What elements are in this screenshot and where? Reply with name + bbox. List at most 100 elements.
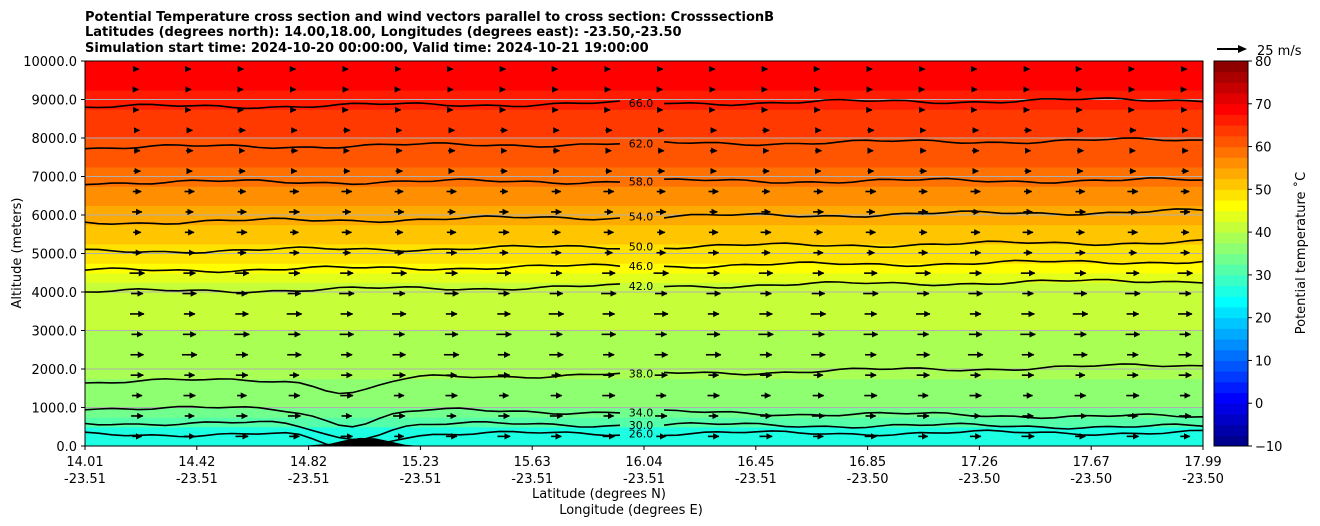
- y-tick-label: 10000.0: [23, 55, 77, 70]
- contour-line: [85, 405, 621, 428]
- contour-label: 34.0: [629, 407, 654, 420]
- contour-line: [85, 100, 621, 110]
- quiver-key: 25 m/s: [1217, 44, 1302, 59]
- x-tick-label-lon: -23.50: [958, 472, 1000, 487]
- contour-line: [85, 142, 621, 150]
- x-tick-label-lat: 16.45: [737, 455, 774, 470]
- contour-label: 50.0: [629, 241, 654, 254]
- colorbar-swatch: [1214, 82, 1248, 94]
- y-tick-label: 7000.0: [32, 171, 78, 186]
- colorbar-swatch: [1214, 285, 1248, 297]
- colorbar-swatch: [1214, 328, 1248, 340]
- temperature-band: [85, 118, 1203, 129]
- colorbar-swatch: [1214, 200, 1248, 212]
- quiver-key-label: 25 m/s: [1257, 44, 1302, 59]
- temperature-band: [85, 89, 1203, 101]
- x-tick-label-lon: -23.51: [176, 472, 218, 487]
- temperature-band: [85, 166, 1203, 178]
- contour-line: [663, 429, 1203, 437]
- y-tick-label: 0.0: [56, 440, 77, 455]
- colorbar-swatch: [1214, 221, 1248, 233]
- temperature-band: [85, 436, 1203, 446]
- contour-line: [85, 283, 621, 294]
- colorbar-swatch: [1214, 371, 1248, 383]
- temperature-band: [85, 282, 1203, 293]
- x-tick-label-lat: 15.63: [514, 455, 551, 470]
- colorbar-tick-label: 10: [1255, 354, 1272, 369]
- contour-line: [85, 215, 621, 226]
- contour-label: 62.0: [629, 138, 654, 151]
- temperature-band: [85, 80, 1203, 91]
- temperature-band: [85, 426, 1203, 437]
- temperature-band: [85, 138, 1203, 149]
- contour-lines: [85, 97, 1203, 446]
- x-axis-label-longitude: Longitude (degrees E): [559, 503, 703, 518]
- temperature-band: [85, 272, 1203, 283]
- x-axis: 14.01 -23.51 14.42 -23.51 14.82 -23.51 15.23 -2…: [64, 446, 1224, 487]
- x-tick-label-lon: -23.50: [847, 472, 889, 487]
- temperature-band: [85, 195, 1203, 206]
- temperature-band: [85, 243, 1203, 255]
- contour-line: [85, 178, 621, 186]
- temperature-band: [85, 263, 1203, 274]
- temperature-band: [85, 320, 1203, 332]
- temperature-band: [85, 109, 1203, 120]
- temperature-band: [85, 340, 1203, 351]
- x-tick-label-lat: 16.04: [625, 455, 662, 470]
- colorbar-swatch: [1214, 403, 1248, 415]
- contour-line: [663, 409, 1203, 420]
- x-tick-label-lon: -23.51: [511, 472, 553, 487]
- colorbar-swatch: [1214, 71, 1248, 83]
- y-axis: 0.0 1000.0 2000.0 3000.0 4000.0 5000.0 6000.0 7…: [23, 55, 85, 455]
- y-tick-label: 3000.0: [32, 325, 78, 340]
- colorbar-swatch: [1214, 435, 1248, 447]
- temperature-band: [85, 311, 1203, 322]
- contour-line: [85, 430, 621, 446]
- colorbar-swatch: [1214, 306, 1248, 319]
- colorbar-label: Potential temperature ˚C: [1293, 172, 1309, 335]
- x-tick-label-lat: 14.82: [290, 455, 327, 470]
- colorbar-swatch: [1214, 157, 1248, 169]
- colorbar-tick-label: 0: [1255, 397, 1263, 412]
- temperature-band: [85, 417, 1203, 428]
- temperature-band: [85, 205, 1203, 216]
- colorbar-swatch: [1214, 135, 1248, 148]
- y-tick-label: 2000.0: [32, 363, 78, 378]
- colorbar-swatch: [1214, 339, 1248, 351]
- contour-label: 42.0: [629, 280, 654, 293]
- temperature-band: [85, 378, 1203, 389]
- contour-label: 54.0: [629, 211, 654, 224]
- colorbar-tick-label: 70: [1255, 98, 1272, 113]
- colorbar-swatch: [1214, 360, 1248, 372]
- colorbar-tick-label: 40: [1255, 226, 1272, 241]
- colorbar-swatch: [1214, 61, 1248, 73]
- x-tick-label-lon: -23.51: [288, 472, 330, 487]
- colorbar-swatch: [1214, 114, 1248, 126]
- temperature-band: [85, 215, 1203, 226]
- terrain: [300, 437, 420, 446]
- colorbar-swatch: [1214, 253, 1248, 265]
- y-tick-label: 5000.0: [32, 248, 78, 263]
- x-axis-label-latitude: Latitude (degrees N): [532, 487, 666, 502]
- y-tick-label: 4000.0: [32, 286, 78, 301]
- x-tick-label-lat: 17.67: [1073, 455, 1110, 470]
- colorbar-tick-label: 30: [1255, 269, 1272, 284]
- colorbar-tick-label: 60: [1255, 141, 1272, 156]
- temperature-band: [85, 330, 1203, 341]
- title-line-2: Latitudes (degrees north): 14.00,18.00, …: [85, 25, 682, 40]
- contour-line: [85, 372, 621, 395]
- contour-line: [85, 263, 621, 274]
- temperature-band: [85, 349, 1203, 360]
- temperature-band: [85, 407, 1203, 418]
- colorbar: −10 0 10 20 30 40 50 60 70 80 Potential temperatur…: [1213, 55, 1309, 455]
- temperature-band: [85, 397, 1203, 409]
- y-tick-label: 9000.0: [32, 94, 78, 109]
- colorbar-swatch: [1214, 349, 1248, 361]
- title-line-3: Simulation start time: 2024-10-20 00:00:…: [85, 41, 649, 56]
- x-tick-label-lat: 14.01: [66, 455, 103, 470]
- temperature-band: [85, 292, 1203, 303]
- temperature-band: [85, 157, 1203, 168]
- temperature-band: [85, 369, 1203, 380]
- contour-label: 66.0: [629, 97, 654, 110]
